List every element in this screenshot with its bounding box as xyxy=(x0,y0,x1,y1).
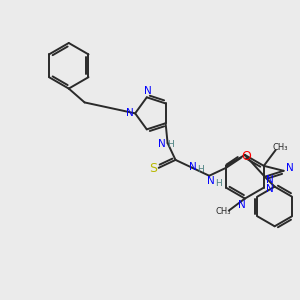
Text: N: N xyxy=(190,162,197,172)
Text: CH₃: CH₃ xyxy=(273,142,288,152)
Text: N: N xyxy=(144,86,152,96)
Text: CH₃: CH₃ xyxy=(215,207,231,216)
Text: N: N xyxy=(286,163,293,173)
Text: S: S xyxy=(149,162,157,175)
Text: H: H xyxy=(167,140,174,148)
Text: H: H xyxy=(197,165,204,174)
Text: N: N xyxy=(207,176,215,186)
Text: O: O xyxy=(241,150,251,164)
Text: N: N xyxy=(126,108,134,118)
Text: N: N xyxy=(266,184,274,194)
Text: H: H xyxy=(215,179,221,188)
Text: N: N xyxy=(238,200,246,211)
Text: N: N xyxy=(266,175,274,185)
Text: N: N xyxy=(158,139,166,149)
